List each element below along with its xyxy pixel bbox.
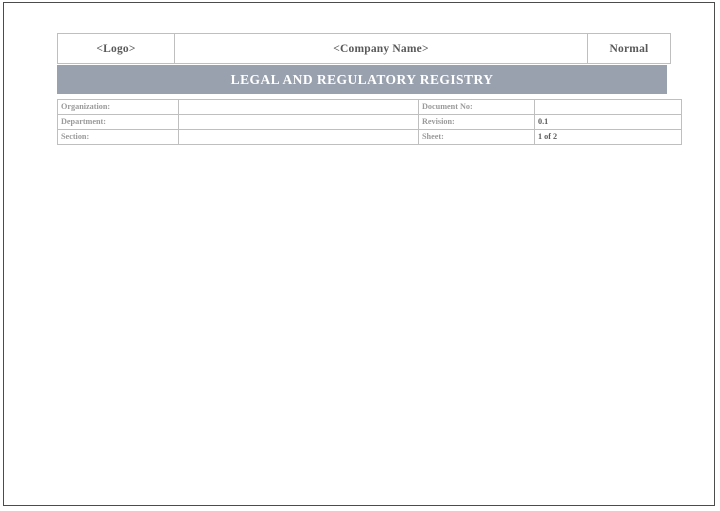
revision-label: Revision:: [418, 114, 535, 130]
sheet-label: Sheet:: [418, 129, 535, 145]
revision-value[interactable]: 0.1: [534, 114, 682, 130]
page-title: LEGAL AND REGULATORY REGISTRY: [230, 71, 494, 87]
document-no-value[interactable]: [534, 99, 682, 115]
organization-label: Organization:: [57, 99, 179, 115]
classification-cell[interactable]: Normal: [587, 33, 671, 64]
company-name-placeholder-cell[interactable]: <Company Name>: [174, 33, 588, 64]
table-row: Organization: Document No:: [57, 99, 682, 115]
department-value[interactable]: [178, 114, 419, 130]
department-label: Department:: [57, 114, 179, 130]
organization-value[interactable]: [178, 99, 419, 115]
table-row: Section: Sheet: 1 of 2: [57, 129, 682, 145]
section-label: Section:: [57, 129, 179, 145]
document-no-label: Document No:: [418, 99, 535, 115]
table-row: Department: Revision: 0.1: [57, 114, 682, 130]
page-sheet: <Logo> <Company Name> Normal LEGAL AND R…: [3, 2, 715, 506]
document-header-table: <Logo> <Company Name> Normal: [57, 33, 671, 64]
document-metadata-table: Organization: Document No: Department: R…: [57, 99, 682, 145]
sheet-value[interactable]: 1 of 2: [534, 129, 682, 145]
document-title-banner: LEGAL AND REGULATORY REGISTRY: [57, 65, 667, 94]
logo-placeholder-cell[interactable]: <Logo>: [57, 33, 175, 64]
section-value[interactable]: [178, 129, 419, 145]
table-row: <Logo> <Company Name> Normal: [57, 33, 671, 64]
